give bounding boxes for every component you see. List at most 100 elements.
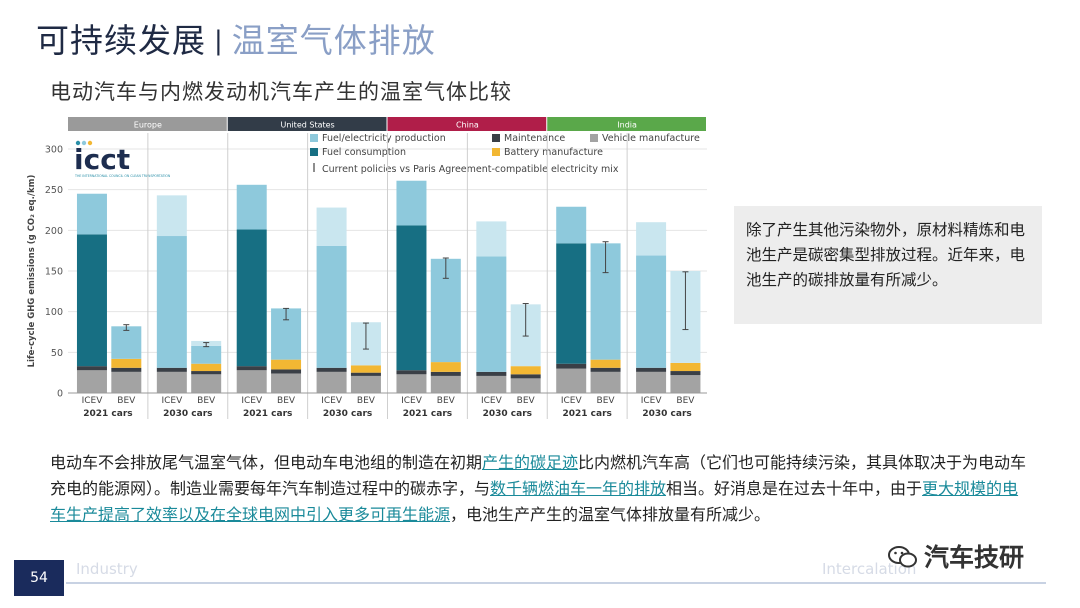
bar-segment-light (316, 207, 347, 246)
x-tick-label: ICEV (82, 396, 104, 406)
emissions-chart-svg: Europe United States China India 0 50 100 150 20… (27, 117, 707, 419)
y-tick-label: 0 (57, 389, 63, 400)
bar-segment-veh (396, 374, 427, 393)
bar-segment-prod (156, 236, 187, 368)
x-tick-label: ICEV (561, 396, 583, 406)
group-label: 2021 cars (562, 409, 611, 419)
x-tick-label: BEV (676, 396, 695, 406)
bar-segment-prod (556, 206, 587, 244)
bar-segment-light (156, 195, 187, 237)
bar-segment-veh (76, 370, 107, 393)
region-band-china (387, 117, 547, 131)
footer-divider (66, 582, 1046, 584)
legend-label: Vehicle manufacture (602, 133, 700, 144)
legend-swatch (310, 148, 318, 156)
bar-segment-batt (670, 362, 701, 372)
bar-segment-veh (556, 368, 587, 393)
bar-segment-batt (510, 366, 541, 375)
annual-emissions-link[interactable]: 数千辆燃油车一年的排放 (490, 479, 667, 498)
bar-segment-veh (111, 371, 142, 393)
bar-segment-maint (670, 371, 701, 376)
bar-segment-cons (556, 243, 587, 364)
region-label: China (456, 121, 479, 130)
bar-segment-maint (350, 372, 381, 376)
legend-swatch (492, 148, 500, 156)
watermark-text: 汽车技研 (924, 543, 1025, 572)
bar-segment-maint (236, 366, 267, 371)
group-label: 2030 cars (163, 409, 212, 419)
region-band-united-states (227, 117, 387, 131)
body-text-2: 比内燃机汽车高（它们也可能持续污染，其具体取决于为电动车充电的能源网）。制造业需… (50, 453, 1027, 498)
legend-swatch (590, 134, 598, 142)
title-separator: | (214, 26, 224, 56)
bar-segment-prod (316, 245, 347, 368)
bar-segment-veh (590, 371, 621, 393)
legend-swatch (492, 134, 500, 142)
bar-segment-maint (156, 367, 187, 372)
emissions-chart: Europe United States China India 0 50 100 150 20… (22, 113, 712, 423)
page-title-main: 可持续发展 (36, 21, 206, 60)
body-text-3: 相当。好消息是在过去十年中，由于 (666, 479, 923, 498)
legend-label: Fuel/electricity production (322, 133, 446, 144)
bar-segment-cons (396, 225, 427, 371)
page-title-sub: 温室气体排放 (231, 21, 436, 60)
body-text-4: ，电池生产产生的温室气体排放量有所减少。 (450, 505, 771, 524)
x-tick-label: ICEV (321, 396, 343, 406)
bar-segment-maint (636, 367, 667, 372)
y-tick-label: 200 (45, 226, 63, 237)
footer-right-label: Intercalation (822, 560, 917, 578)
x-tick-label: ICEV (481, 396, 503, 406)
bar-segment-maint (510, 374, 541, 379)
region-label: India (617, 121, 637, 130)
bar-segment-veh (636, 371, 667, 393)
footer-left-label: Industry (76, 560, 138, 578)
legend-swatch (310, 134, 318, 142)
bar-segment-cons (76, 234, 107, 367)
page-title: 可持续发展 | 温室气体排放 (36, 14, 436, 62)
x-tick-label: BEV (197, 396, 216, 406)
x-tick-label: BEV (277, 396, 296, 406)
bar-segment-maint (111, 367, 142, 372)
bar-segment-light (636, 222, 667, 256)
y-tick-label: 150 (45, 267, 63, 278)
bar-segment-maint (396, 370, 427, 375)
bar-segment-prod (476, 256, 507, 372)
bar-segment-veh (316, 371, 347, 393)
bar-segment-prod (636, 255, 667, 368)
group-label: 2030 cars (642, 409, 691, 419)
x-tick-label: ICEV (241, 396, 263, 406)
bar-segment-veh (191, 374, 222, 393)
callout-box: 除了产生其他污染物外，原材料精炼和电池生产是碳密集型排放过程。近年来，电池生产的… (734, 206, 1042, 324)
bar-segment-maint (476, 371, 507, 376)
bar-segment-maint (556, 363, 587, 369)
bar-segment-batt (590, 359, 621, 368)
y-tick-label: 300 (45, 145, 63, 156)
x-tick-label: BEV (117, 396, 136, 406)
bar-segment-veh (476, 375, 507, 393)
icct-logo-sub: THE INTERNATIONAL COUNCIL ON CLEAN TRANS… (74, 174, 171, 178)
efficiency-renewables-link[interactable]: 更大规模的电车生产提高了效率以及在全球电网中引入更多可再生能源 (50, 479, 1019, 524)
body-text-1: 电动车不会排放尾气温室气体，但电动车电池组的制造在初期 (50, 453, 483, 472)
bar-segment-maint (191, 371, 222, 375)
bar-segment-prod (396, 180, 427, 226)
bar-segment-maint (271, 369, 302, 374)
icct-logo-dot (81, 140, 87, 146)
x-tick-label: ICEV (641, 396, 663, 406)
icct-logo-dot (75, 140, 81, 146)
bar-segment-veh (271, 373, 302, 393)
bar-segment-batt (111, 358, 142, 368)
group-label: 2030 cars (323, 409, 372, 419)
bar-segment-prod (191, 345, 222, 364)
group-label: 2021 cars (83, 409, 132, 419)
legend-label: Current policies vs Paris Agreement-comp… (322, 164, 619, 175)
icct-logo: icct (74, 143, 130, 176)
x-tick-label: BEV (597, 396, 616, 406)
carbon-footprint-link[interactable]: 产生的碳足迹 (482, 453, 579, 472)
x-tick-label: ICEV (401, 396, 423, 406)
bar-segment-veh (350, 375, 381, 393)
region-label: United States (281, 121, 335, 130)
slide-subtitle: 电动汽车与内燃发动机汽车产生的温室气体比较 (50, 80, 512, 104)
legend-label: Fuel consumption (322, 147, 406, 158)
y-tick-label: 250 (45, 185, 63, 196)
bar-segment-veh (156, 371, 187, 393)
